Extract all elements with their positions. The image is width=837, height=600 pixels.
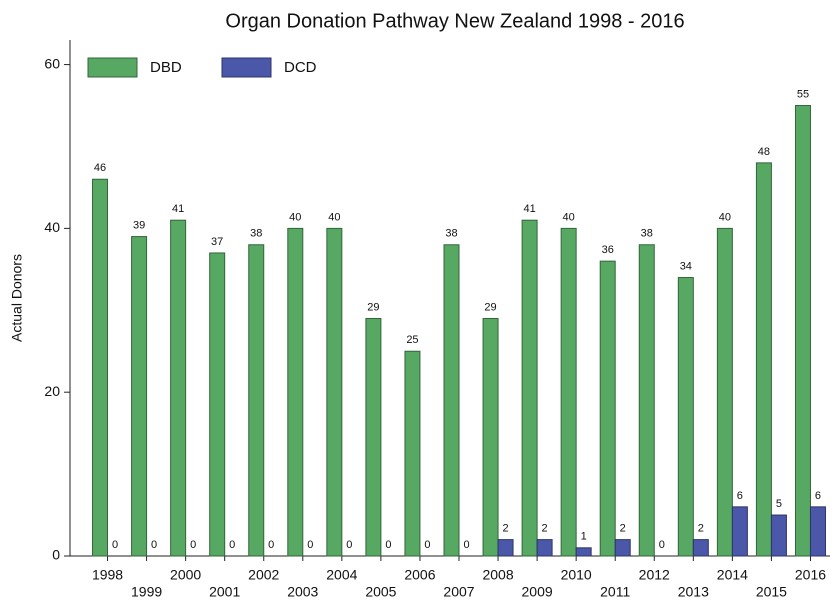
x-tick-label: 2003 bbox=[287, 584, 318, 600]
legend-label: DBD bbox=[150, 59, 182, 76]
bar bbox=[677, 277, 694, 557]
value-label: 0 bbox=[190, 539, 196, 551]
y-axis-label: Actual Donors bbox=[9, 254, 25, 342]
value-label: 6 bbox=[737, 490, 743, 502]
x-tick-label: 2005 bbox=[365, 584, 396, 600]
x-tick-label: 2008 bbox=[482, 567, 513, 583]
value-label: 39 bbox=[133, 219, 145, 231]
bar bbox=[599, 260, 616, 557]
value-label: 0 bbox=[112, 539, 118, 551]
value-label: 37 bbox=[211, 236, 223, 248]
value-label: 34 bbox=[680, 260, 692, 272]
x-tick-label: 2011 bbox=[600, 584, 630, 600]
bar bbox=[287, 227, 304, 557]
x-tick-label: 2016 bbox=[795, 567, 826, 583]
bar bbox=[248, 244, 265, 557]
x-tick-label: 2006 bbox=[404, 567, 435, 583]
bar bbox=[521, 219, 538, 557]
value-label: 40 bbox=[563, 211, 575, 223]
bar bbox=[638, 244, 655, 557]
bar bbox=[809, 506, 826, 557]
bar bbox=[731, 506, 748, 557]
value-label: 0 bbox=[307, 539, 313, 551]
bar bbox=[131, 236, 148, 557]
x-tick-label: 2014 bbox=[717, 567, 748, 583]
bar bbox=[482, 317, 499, 557]
x-tick-label: 2010 bbox=[561, 567, 592, 583]
bar bbox=[209, 252, 226, 557]
value-label: 40 bbox=[289, 211, 301, 223]
bar bbox=[536, 539, 553, 557]
x-tick-label: 2004 bbox=[326, 567, 357, 583]
value-label: 48 bbox=[758, 146, 770, 158]
value-label: 0 bbox=[463, 539, 469, 551]
value-label: 36 bbox=[602, 244, 614, 256]
legend-swatch bbox=[221, 57, 272, 78]
y-tick-label: 40 bbox=[44, 219, 60, 235]
value-label: 40 bbox=[719, 211, 731, 223]
value-label: 0 bbox=[229, 539, 235, 551]
y-tick-label: 20 bbox=[44, 383, 60, 399]
value-label: 0 bbox=[424, 539, 430, 551]
x-tick-label: 1999 bbox=[131, 584, 162, 600]
x-tick-label: 2009 bbox=[522, 584, 553, 600]
value-label: 2 bbox=[620, 523, 626, 535]
value-label: 2 bbox=[542, 523, 548, 535]
value-label: 25 bbox=[406, 334, 418, 346]
value-label: 5 bbox=[776, 498, 782, 510]
value-label: 41 bbox=[172, 203, 184, 215]
value-label: 2 bbox=[502, 523, 508, 535]
legend-label: DCD bbox=[284, 59, 317, 76]
value-label: 0 bbox=[385, 539, 391, 551]
value-label: 0 bbox=[268, 539, 274, 551]
value-label: 38 bbox=[250, 228, 262, 240]
value-label: 38 bbox=[641, 228, 653, 240]
chart-title: Organ Donation Pathway New Zealand 1998 … bbox=[225, 10, 684, 32]
bar bbox=[404, 350, 421, 557]
value-label: 55 bbox=[797, 88, 809, 100]
x-tick-label: 2015 bbox=[756, 584, 787, 600]
x-tick-label: 2001 bbox=[209, 584, 240, 600]
value-label: 6 bbox=[815, 490, 821, 502]
value-label: 40 bbox=[328, 211, 340, 223]
value-label: 46 bbox=[94, 162, 106, 174]
bar bbox=[575, 547, 592, 557]
y-tick-label: 60 bbox=[44, 55, 60, 71]
bar bbox=[614, 539, 631, 557]
bar bbox=[92, 178, 109, 557]
value-label: 0 bbox=[346, 539, 352, 551]
value-label: 29 bbox=[367, 301, 379, 313]
value-label: 1 bbox=[581, 531, 587, 543]
bar bbox=[692, 539, 709, 557]
x-tick-label: 2007 bbox=[443, 584, 474, 600]
bar bbox=[716, 227, 733, 557]
value-label: 2 bbox=[698, 523, 704, 535]
bar bbox=[365, 317, 382, 557]
bar bbox=[497, 539, 514, 557]
x-tick-label: 2000 bbox=[170, 567, 201, 583]
bar bbox=[755, 162, 772, 557]
bar bbox=[560, 227, 577, 557]
value-label: 41 bbox=[523, 203, 535, 215]
bar bbox=[794, 105, 811, 557]
x-tick-label: 2013 bbox=[678, 584, 709, 600]
value-label: 0 bbox=[151, 539, 157, 551]
value-label: 29 bbox=[484, 301, 496, 313]
legend-swatch bbox=[87, 57, 138, 78]
y-tick-label: 0 bbox=[52, 547, 60, 563]
value-label: 38 bbox=[445, 228, 457, 240]
bar bbox=[770, 514, 787, 557]
bar bbox=[170, 219, 187, 557]
value-label: 0 bbox=[659, 539, 665, 551]
bar bbox=[443, 244, 460, 557]
bar bbox=[326, 227, 343, 557]
x-tick-label: 2002 bbox=[248, 567, 279, 583]
x-tick-label: 1998 bbox=[92, 567, 123, 583]
x-tick-label: 2012 bbox=[639, 567, 670, 583]
